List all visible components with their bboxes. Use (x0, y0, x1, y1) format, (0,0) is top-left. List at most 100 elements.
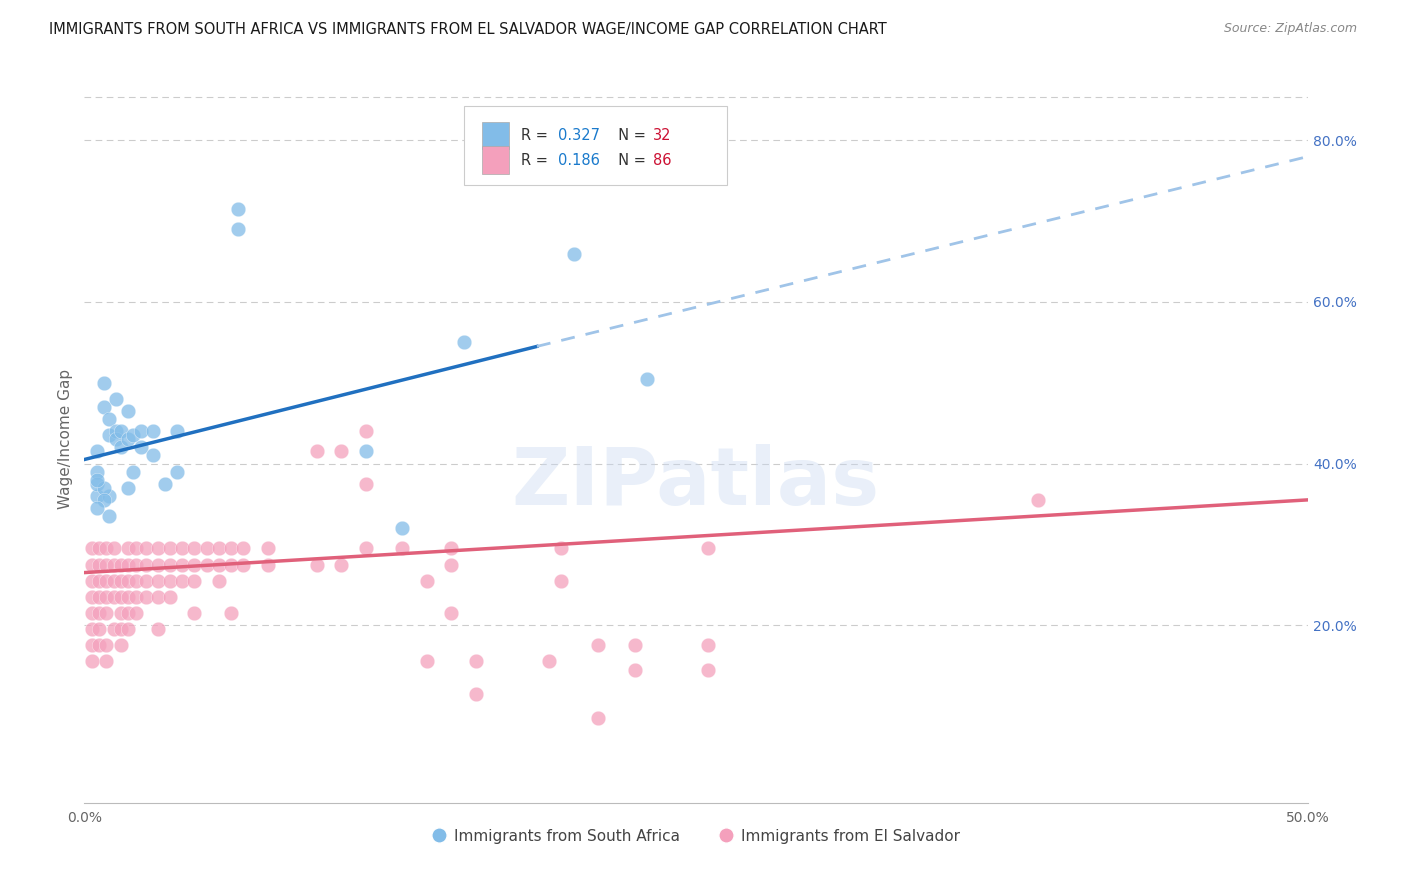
Point (135, 541, 157, 556)
Point (117, 574, 139, 588)
Text: IMMIGRANTS FROM SOUTH AFRICA VS IMMIGRANTS FROM EL SALVADOR WAGE/INCOME GAP CORR: IMMIGRANTS FROM SOUTH AFRICA VS IMMIGRAN… (49, 22, 887, 37)
Point (354, 541, 377, 556)
Point (103, 622, 125, 636)
Point (330, 444, 353, 458)
Text: 0.186: 0.186 (558, 153, 599, 168)
Point (208, 558, 231, 572)
Point (96, 558, 118, 572)
Point (195, 541, 218, 556)
Point (117, 481, 139, 495)
Point (129, 424, 152, 438)
Point (142, 424, 165, 438)
Point (697, 541, 720, 556)
Point (87, 574, 110, 588)
Point (93, 400, 115, 414)
Point (305, 444, 328, 458)
Point (624, 663, 647, 677)
Point (146, 541, 169, 556)
Point (96, 590, 118, 604)
Point (586, 638, 609, 652)
Point (232, 541, 254, 556)
Point (86, 489, 108, 503)
Point (624, 638, 647, 652)
Point (219, 541, 242, 556)
Point (135, 574, 157, 588)
Point (97, 509, 120, 524)
Point (159, 590, 181, 604)
Point (562, 246, 585, 260)
Point (538, 655, 561, 669)
Point (125, 590, 148, 604)
Point (110, 606, 132, 620)
Point (93, 481, 115, 495)
Legend: Immigrants from South Africa, Immigrants from El Salvador: Immigrants from South Africa, Immigrants… (426, 822, 966, 850)
Point (97, 489, 120, 503)
Point (129, 441, 152, 455)
Point (96, 574, 118, 588)
Point (330, 558, 353, 572)
Point (105, 432, 128, 446)
Point (354, 476, 377, 491)
Point (80, 558, 103, 572)
Point (86, 473, 108, 487)
Point (125, 574, 148, 588)
Point (219, 606, 242, 620)
Point (80, 541, 103, 556)
Point (166, 465, 188, 479)
Text: N =: N = (609, 128, 651, 143)
Text: 0.327: 0.327 (558, 128, 600, 143)
Point (391, 521, 413, 535)
Point (697, 638, 720, 652)
Point (117, 590, 139, 604)
Text: R =: R = (522, 128, 553, 143)
Point (86, 500, 108, 515)
Point (232, 558, 254, 572)
Point (117, 606, 139, 620)
Point (257, 558, 280, 572)
Point (110, 590, 132, 604)
Point (110, 574, 132, 588)
Point (146, 558, 169, 572)
Point (172, 574, 194, 588)
Point (86, 465, 108, 479)
Point (228, 202, 250, 216)
Point (96, 638, 118, 652)
Point (87, 622, 110, 636)
Point (80, 574, 103, 588)
Point (80, 638, 103, 652)
Point (93, 492, 115, 507)
Point (125, 606, 148, 620)
Point (550, 574, 572, 588)
Point (87, 590, 110, 604)
Point (103, 574, 125, 588)
Point (159, 574, 181, 588)
FancyBboxPatch shape (464, 106, 727, 185)
Point (166, 424, 188, 438)
Point (80, 590, 103, 604)
Point (195, 558, 218, 572)
Point (117, 404, 139, 418)
Point (219, 558, 242, 572)
Y-axis label: Wage/Income Gap: Wage/Income Gap (58, 369, 73, 509)
Point (416, 655, 439, 669)
Point (135, 590, 157, 604)
Point (697, 663, 720, 677)
Point (391, 541, 413, 556)
Point (110, 424, 132, 438)
Point (117, 541, 139, 556)
Point (453, 335, 475, 350)
Point (257, 541, 280, 556)
Point (1028, 492, 1050, 507)
Point (97, 428, 120, 442)
Point (146, 574, 169, 588)
Point (96, 655, 118, 669)
Point (110, 558, 132, 572)
Point (135, 558, 157, 572)
Point (103, 558, 125, 572)
Point (110, 638, 132, 652)
Point (96, 606, 118, 620)
Point (87, 541, 110, 556)
Point (464, 655, 486, 669)
Point (183, 541, 205, 556)
Point (97, 412, 120, 426)
